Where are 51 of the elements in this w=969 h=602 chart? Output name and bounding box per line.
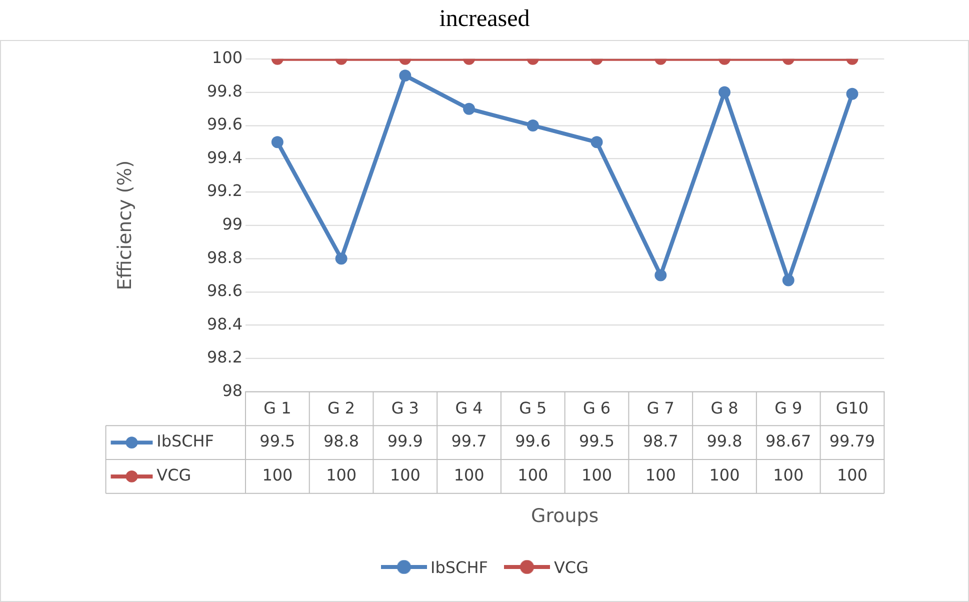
data-label: 100 (837, 466, 868, 485)
point (782, 274, 794, 286)
x-tick-label: G 1 (264, 398, 292, 418)
data-label: 100 (773, 466, 804, 485)
chart-title: increased (438, 6, 531, 33)
point (335, 252, 348, 265)
x-tick-label: G 7 (646, 398, 674, 418)
data-label: 100 (454, 466, 484, 485)
data-label: 100 (262, 466, 293, 485)
x-tick-label: G 4 (455, 398, 483, 418)
x-tick-label: G 5 (519, 398, 547, 418)
data-label: 100 (390, 466, 420, 485)
data-label: 100 (645, 466, 676, 485)
y-axis-title: Efficiency (%) (114, 160, 136, 290)
data-label: 100 (709, 466, 740, 485)
data-label: 99.79 (829, 432, 876, 451)
data-label: 99.7 (451, 432, 487, 451)
legend-label: VCG (156, 466, 192, 485)
x-tick-label: G 8 (710, 398, 738, 418)
x-tick-label: G 3 (391, 398, 419, 418)
y-tick-label: 98.2 (206, 348, 242, 367)
y-tick-label: 99.2 (206, 181, 242, 200)
y-tick-label: 98.4 (206, 314, 242, 334)
y-tick-label: 99.4 (206, 148, 242, 167)
data-label: 98.67 (766, 432, 812, 451)
x-axis-title: Groups (531, 505, 599, 528)
data-label: 100 (582, 466, 612, 485)
legend-label: IbSCHF (156, 432, 214, 451)
data-label: 98.8 (324, 432, 360, 451)
x-tick-label: G 6 (582, 398, 611, 418)
y-tick-label: 99 (222, 214, 242, 234)
data-label: 99.5 (579, 432, 615, 451)
y-tick-label: 98.8 (206, 248, 242, 267)
data-label: 99.6 (515, 432, 551, 451)
y-tick-label: 100 (212, 48, 242, 68)
data-label: 100 (518, 466, 548, 485)
x-tick-label: G 2 (328, 398, 356, 418)
x-tick-label: G10 (836, 398, 869, 418)
data-label: 98.7 (642, 432, 678, 451)
text: IbSCHF (430, 558, 488, 576)
x-tick-label: G 9 (774, 398, 802, 418)
point (654, 269, 667, 282)
data-label: 99.9 (387, 432, 423, 451)
y-tick-label: 98.6 (206, 281, 242, 300)
y-tick-label: 99.6 (206, 114, 242, 134)
text: VCG (554, 558, 588, 576)
data-label: 99.5 (260, 432, 296, 451)
data-label: 100 (326, 466, 357, 485)
data-label: 99.8 (706, 432, 742, 451)
y-tick-label: 99.8 (206, 81, 242, 100)
y-tick-label: 98 (222, 380, 242, 400)
